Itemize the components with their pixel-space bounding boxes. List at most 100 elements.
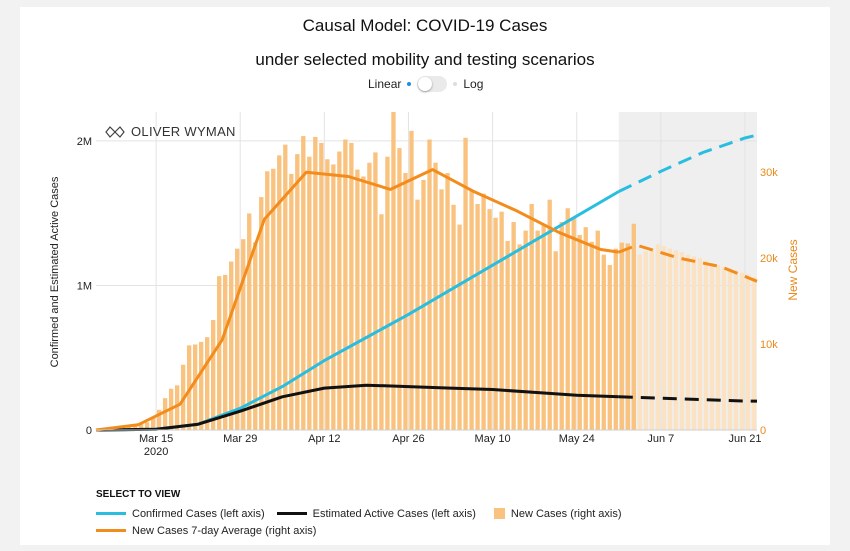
right-tick-label: 30k [760, 167, 778, 179]
forecast-new-cases-bar [679, 252, 685, 430]
forecast-new-cases-bar [715, 264, 721, 430]
legend-label-new-cases: New Cases (right axis) [510, 507, 622, 520]
new-cases-bar [391, 112, 396, 430]
log-indicator-icon [453, 82, 458, 86]
linear-indicator-icon [407, 82, 412, 86]
new-cases-bar [589, 241, 594, 430]
new-cases-bar [445, 173, 450, 431]
new-cases-bar [517, 244, 522, 430]
new-cases-bar [144, 422, 150, 430]
new-cases-bar [481, 193, 486, 430]
new-cases-bar [415, 199, 420, 430]
new-cases-bar [198, 341, 204, 430]
new-cases-bar [619, 242, 624, 430]
new-cases-bar [505, 240, 510, 430]
legend-item-new-cases[interactable]: New Cases (right axis) [493, 507, 622, 520]
new-cases-bar [325, 159, 330, 430]
new-cases-bar [463, 137, 468, 430]
scale-toggle[interactable]: Linear Log [368, 74, 483, 94]
new-cases-bar [211, 319, 216, 430]
new-cases-bar [433, 162, 438, 430]
forecast-new-cases-bar [667, 248, 673, 430]
new-cases-bar [487, 209, 492, 430]
legend-item-active[interactable]: Estimated Active Cases (left axis) [276, 508, 476, 520]
seven-day-average-line-forecast [618, 243, 758, 283]
new-cases-bar [373, 152, 378, 430]
new-cases-bar [247, 213, 252, 430]
new-cases-bar [547, 199, 552, 430]
new-cases-bar [331, 164, 336, 430]
scale-switch[interactable] [417, 76, 448, 92]
new-cases-bar [150, 417, 156, 430]
new-cases-bar [337, 151, 342, 430]
new-cases-bar [631, 223, 636, 430]
new-cases-bar [475, 203, 480, 430]
logo-icon [105, 125, 125, 138]
forecast-new-cases-bar [751, 277, 757, 430]
x-tick-label: Mar 15 [139, 433, 173, 445]
x-tick-label: Jun 7 [647, 433, 674, 445]
new-cases-bar [409, 130, 414, 430]
new-cases-bar [259, 197, 264, 430]
new-cases-bar [138, 423, 144, 430]
left-axis-title: Confirmed and Estimated Active Cases [49, 176, 61, 367]
legend-label-confirmed: Confirmed Cases (left axis) [132, 507, 265, 520]
new-cases-bar [427, 139, 432, 431]
new-cases-bar [439, 189, 444, 430]
forecast-new-cases-bar [697, 258, 703, 430]
x-tick-label: Jun 21 [728, 433, 761, 445]
new-cases-bar [451, 204, 456, 430]
new-cases-bar [511, 222, 516, 430]
new-cases-bar [265, 171, 270, 430]
new-cases-bar [162, 398, 168, 430]
legend: Confirmed Cases (left axis) Estimated Ac… [96, 505, 736, 539]
new-cases-bar [601, 254, 606, 430]
new-cases-swatch [493, 508, 505, 519]
legend-item-7day-average[interactable]: New Cases 7-day Average (right axis) [96, 525, 316, 537]
new-cases-bar [529, 203, 534, 430]
forecast-new-cases-bar [733, 270, 739, 430]
left-tick-label: 2M [77, 136, 92, 148]
forecast-new-cases-bar [655, 244, 661, 430]
new-cases-bar [313, 136, 318, 431]
forecast-new-cases-bar [709, 263, 715, 430]
forecast-new-cases-bar [643, 251, 648, 430]
legend-label-7day-average: New Cases 7-day Average (right axis) [132, 524, 317, 537]
new-cases-bar [559, 222, 564, 430]
active-cases-line-forecast [618, 395, 757, 403]
new-cases-bar [295, 154, 300, 430]
average-swatch [96, 529, 126, 532]
x-tick-label: May 10 [475, 433, 511, 445]
new-cases-bar [397, 148, 402, 430]
switch-knob[interactable] [418, 77, 433, 91]
new-cases-bar [577, 234, 582, 430]
x-tick-label: Apr 26 [392, 433, 424, 445]
chart-title: Causal Model: COVID-19 Cases [302, 16, 548, 35]
forecast-new-cases-bar [637, 254, 642, 430]
new-cases-bar [174, 385, 180, 430]
linear-label[interactable]: Linear [368, 77, 402, 91]
forecast-new-cases-bar [673, 250, 679, 430]
x-tick-label: Mar 29 [223, 433, 257, 445]
new-cases-bar [385, 156, 390, 430]
right-tick-label: 10k [760, 339, 778, 351]
legend-item-confirmed[interactable]: Confirmed Cases (left axis) [96, 508, 265, 520]
log-label[interactable]: Log [463, 77, 484, 91]
new-cases-bar [132, 424, 138, 430]
new-cases-bar [571, 217, 576, 430]
new-cases-bar [235, 248, 240, 430]
new-cases-bar [241, 239, 246, 430]
new-cases-bar [565, 208, 570, 430]
forecast-new-cases-bar [685, 254, 691, 430]
active-swatch [276, 512, 307, 515]
oliver-wyman-logo: OLIVER WYMAN [105, 124, 236, 139]
new-cases-bar [541, 224, 546, 430]
forecast-new-cases-bar [727, 268, 733, 430]
new-cases-bar [403, 173, 408, 431]
forecast-new-cases-bar [739, 272, 745, 430]
new-cases-bar [301, 136, 306, 430]
new-cases-bar [607, 264, 612, 430]
forecast-new-cases-bar [745, 274, 751, 430]
forecast-new-cases-bar [649, 248, 655, 430]
